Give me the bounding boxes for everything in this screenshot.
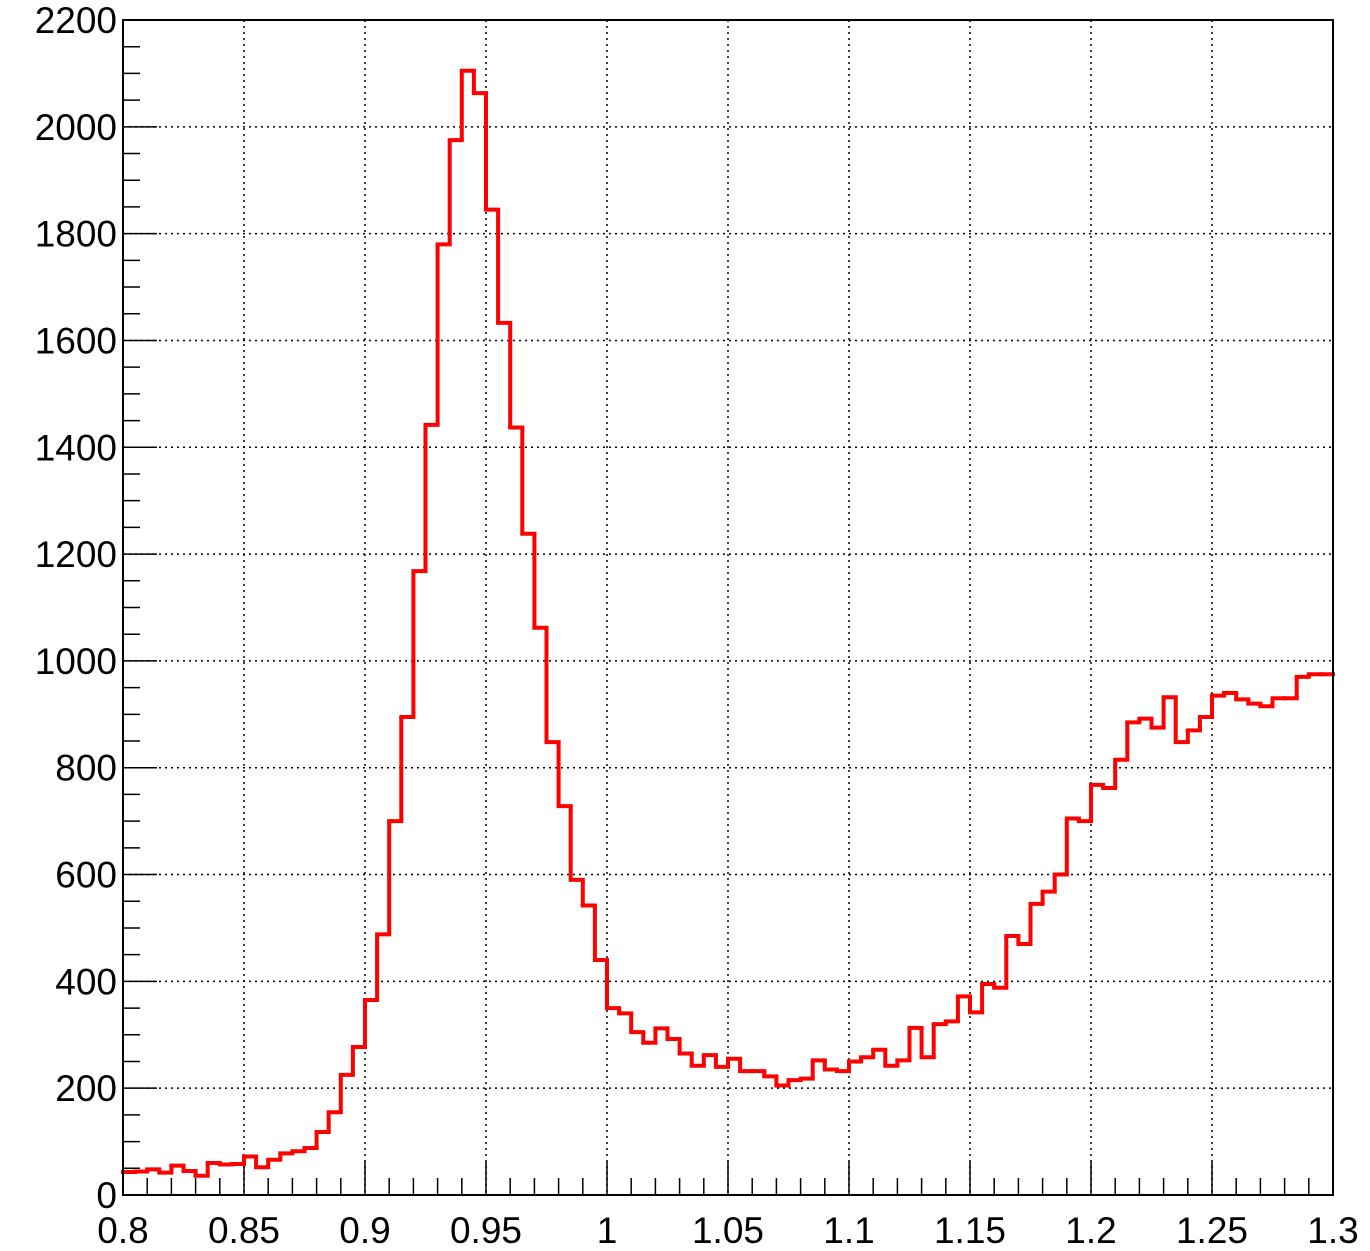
y-tick-label: 1400 (35, 427, 117, 468)
x-tick-label: 1.3 (1307, 1210, 1358, 1251)
x-tick-label: 0.8 (97, 1210, 148, 1251)
y-tick-label: 200 (55, 1068, 117, 1109)
y-tick-label: 1200 (35, 534, 117, 575)
x-tick-label: 0.9 (339, 1210, 390, 1251)
x-tick-label: 1.1 (823, 1210, 874, 1251)
y-tick-label: 2000 (35, 107, 117, 148)
y-tick-label: 800 (55, 748, 117, 789)
x-tick-label: 0.85 (208, 1210, 280, 1251)
x-tick-label: 1.25 (1176, 1210, 1248, 1251)
x-tick-label: 1 (597, 1210, 618, 1251)
x-tick-label: 1.15 (934, 1210, 1006, 1251)
plot-frame (122, 19, 1334, 1196)
x-tick-label: 1.05 (692, 1210, 764, 1251)
x-tick-label: 1.2 (1065, 1210, 1116, 1251)
y-tick-label: 600 (55, 855, 117, 896)
y-tick-label: 1600 (35, 320, 117, 361)
y-tick-label: 0 (96, 1175, 117, 1216)
y-tick-label: 2200 (35, 0, 117, 41)
y-tick-label: 1000 (35, 641, 117, 682)
x-tick-label: 0.95 (450, 1210, 522, 1251)
y-tick-label: 400 (55, 961, 117, 1002)
y-tick-label: 1800 (35, 214, 117, 255)
